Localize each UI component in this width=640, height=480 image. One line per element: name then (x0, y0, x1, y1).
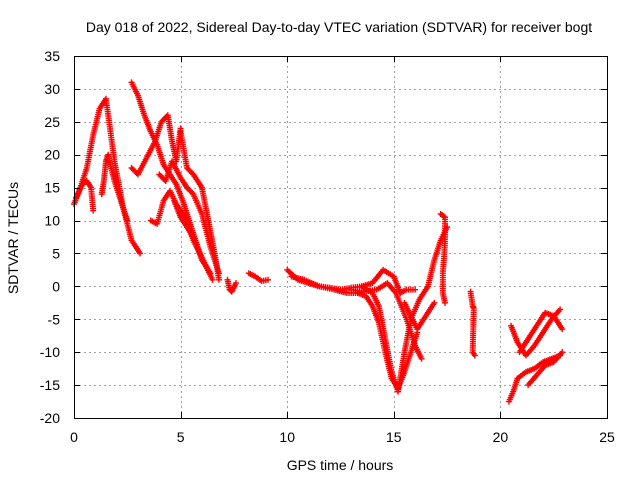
y-tick-label: 35 (44, 48, 60, 64)
series-trace-17 (437, 210, 448, 306)
chart-title: Day 018 of 2022, Sidereal Day-to-day VTE… (86, 19, 592, 35)
series-trace-20 (508, 306, 564, 359)
series-trace-9 (177, 128, 222, 283)
y-tick-label: -10 (40, 344, 60, 360)
series-trace-22 (525, 349, 566, 389)
y-tick-label: 10 (44, 213, 60, 229)
x-tick-label: 15 (386, 429, 402, 445)
data-point (431, 299, 438, 306)
data-point (471, 352, 478, 359)
data-point (412, 286, 419, 293)
y-tick-label: -20 (40, 410, 60, 426)
data-point (557, 306, 564, 313)
data-point (209, 276, 216, 283)
grid-layer (74, 56, 607, 418)
series-trace-2 (73, 178, 97, 214)
series-trace-11 (245, 270, 272, 285)
series-trace-16 (401, 299, 438, 333)
data-point (441, 299, 448, 306)
y-tick-label: 0 (52, 278, 60, 294)
y-axis-label: SDTVAR / TECUs (5, 182, 21, 294)
series-trace-10 (224, 276, 240, 295)
x-tick-label: 0 (70, 429, 78, 445)
series-trace-3 (98, 151, 131, 224)
data-point (418, 355, 425, 362)
series-trace-8 (171, 197, 216, 283)
plot-frame (74, 56, 608, 419)
x-axis-label: GPS time / hours (287, 457, 394, 473)
data-point (137, 250, 144, 257)
data-point (559, 349, 566, 356)
series-trace-7 (156, 158, 222, 277)
series-trace-18 (467, 288, 478, 359)
series-trace-5 (128, 112, 184, 178)
data-points-layer (71, 79, 566, 405)
y-tick-label: 15 (44, 180, 60, 196)
y-tick-label: -5 (48, 311, 61, 327)
y-tick-label: 25 (44, 114, 60, 130)
data-point (265, 276, 272, 283)
x-tick-label: 25 (599, 429, 615, 445)
data-point (233, 280, 240, 287)
y-tick-label: 5 (52, 245, 60, 261)
x-axis-ticks: 0 5 10 15 20 25 (70, 56, 615, 445)
data-point (559, 326, 566, 333)
series-trace-1 (71, 95, 144, 257)
x-tick-label: 10 (279, 429, 295, 445)
x-tick-label: 20 (493, 429, 509, 445)
data-point (215, 276, 222, 283)
series-trace-4 (128, 79, 214, 277)
series-trace-21 (516, 309, 566, 356)
data-point (124, 217, 131, 224)
y-tick-label: -15 (40, 377, 60, 393)
data-point (90, 207, 97, 214)
y-tick-label: 30 (44, 81, 60, 97)
y-axis-ticks: -20 -15 -10 -5 0 5 10 15 20 25 30 35 (40, 48, 607, 426)
y-tick-label: 20 (44, 147, 60, 163)
x-tick-label: 5 (177, 429, 185, 445)
